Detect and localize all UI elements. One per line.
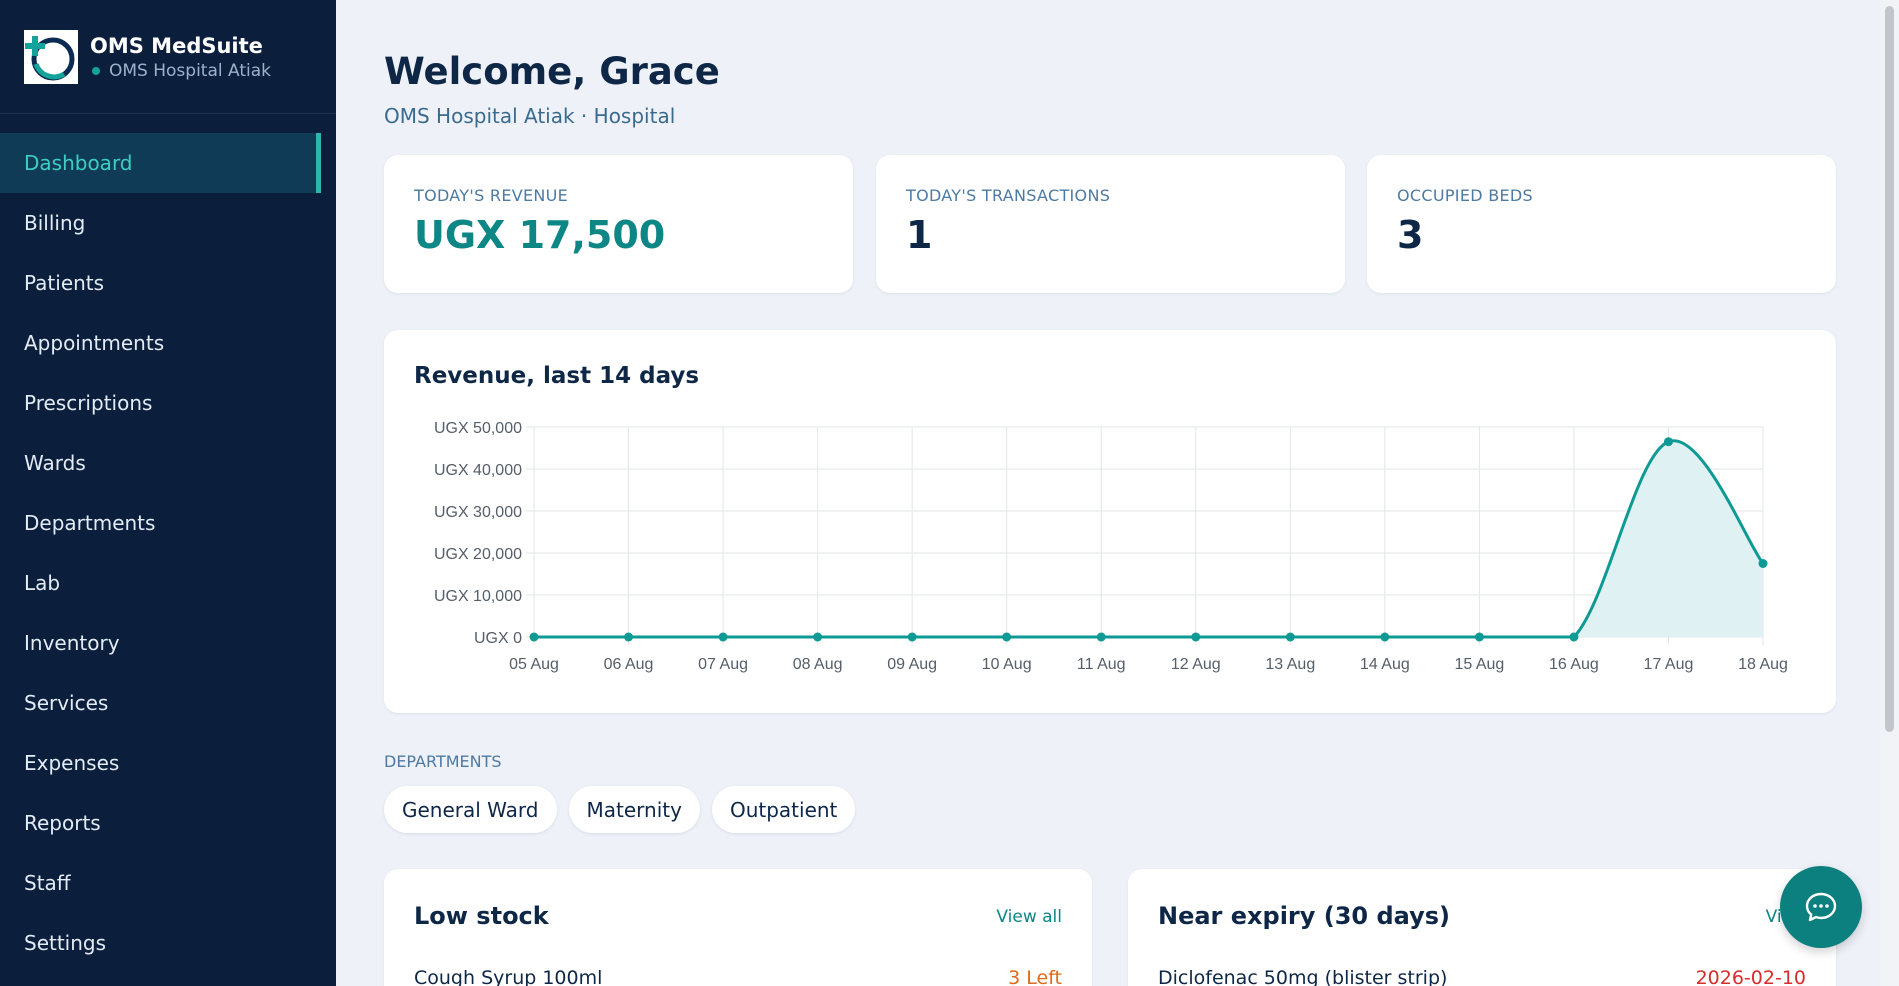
data-point[interactable] [907, 632, 917, 642]
sidebar-item-staff[interactable]: Staff [24, 871, 71, 895]
sidebar-item-prescriptions[interactable]: Prescriptions [24, 391, 153, 415]
chat-icon [1805, 892, 1837, 922]
logo-icon [24, 29, 78, 84]
x-tick-label: 12 Aug [1171, 656, 1221, 673]
revenue-chart: UGX 0 UGX 10,000 UGX 20,000 UGX 30,000 UGX 4… [434, 420, 1788, 673]
data-point[interactable] [529, 632, 539, 642]
list-item: Cough Syrup 100ml 3 Left [414, 967, 1062, 986]
stat-label: TODAY'S REVENUE [414, 186, 569, 205]
status-dot-icon [92, 66, 100, 75]
brand-name: OMS MedSuite [90, 33, 263, 58]
stat-card-transactions: TODAY'S TRANSACTIONS 1 [876, 155, 1345, 293]
near-expiry-panel: Near expiry (30 days) View Diclofenac 50… [1128, 869, 1836, 986]
x-tick-label: 10 Aug [982, 656, 1032, 673]
sidebar-item-appointments[interactable]: Appointments [24, 331, 165, 355]
x-tick-label: 09 Aug [887, 656, 937, 673]
sidebar: OMS MedSuite OMS Hospital Atiak Dashboar… [0, 0, 336, 986]
sidebar-item-reports[interactable]: Reports [24, 811, 101, 835]
chat-button[interactable] [1780, 866, 1862, 948]
low-stock-panel: Low stock View all Cough Syrup 100ml 3 L… [384, 869, 1092, 986]
sidebar-item-wards[interactable]: Wards [24, 451, 86, 475]
page-subtitle: OMS Hospital Atiak · Hospital [384, 104, 676, 128]
sidebar-item-patients[interactable]: Patients [24, 271, 105, 295]
x-tick-label: 07 Aug [698, 656, 748, 673]
y-tick-label: UGX 30,000 [434, 504, 522, 521]
data-point[interactable] [624, 632, 634, 642]
data-point[interactable] [813, 632, 823, 642]
sidebar-item-billing[interactable]: Billing [24, 211, 86, 235]
item-name: Diclofenac 50mg (blister strip) [1158, 967, 1448, 986]
sidebar-nav: Dashboard Billing Patients Appointments … [0, 133, 321, 973]
page-title: Welcome, Grace [384, 50, 720, 93]
sidebar-item-dashboard[interactable]: Dashboard [0, 133, 321, 193]
stat-label: OCCUPIED BEDS [1397, 186, 1533, 205]
stat-value: 1 [906, 213, 933, 257]
y-tick-label: UGX 10,000 [434, 588, 522, 605]
chart-title: Revenue, last 14 days [414, 363, 700, 389]
x-tick-label: 06 Aug [604, 656, 654, 673]
expiry-date: 2026-02-10 [1695, 967, 1806, 986]
y-tick-label: UGX 50,000 [434, 420, 522, 437]
item-name: Cough Syrup 100ml [414, 967, 603, 986]
sidebar-item-inventory[interactable]: Inventory [24, 631, 120, 655]
hospital-name: OMS Hospital Atiak [109, 60, 271, 81]
y-tick-label: UGX 20,000 [434, 546, 522, 563]
sidebar-item-expenses[interactable]: Expenses [24, 751, 120, 775]
y-tick-label: UGX 40,000 [434, 462, 522, 479]
stat-label: TODAY'S TRANSACTIONS [906, 186, 1111, 205]
y-tick-label: UGX 0 [474, 630, 522, 647]
x-tick-label: 14 Aug [1360, 656, 1410, 673]
data-point[interactable] [718, 632, 728, 642]
x-tick-label: 17 Aug [1644, 656, 1694, 673]
stat-value: 3 [1397, 213, 1424, 257]
data-point[interactable] [1191, 632, 1201, 642]
chip-outpatient[interactable]: Outpatient [711, 786, 856, 833]
stock-level: 3 Left [1008, 967, 1062, 986]
page-scrollbar[interactable] [1880, 0, 1899, 986]
data-point[interactable] [1285, 632, 1295, 642]
low-stock-view-all-link[interactable]: View all [996, 907, 1062, 927]
sidebar-item-services[interactable]: Services [24, 691, 109, 715]
data-point[interactable] [1002, 632, 1012, 642]
x-tick-label: 18 Aug [1738, 656, 1788, 673]
data-point[interactable] [1096, 632, 1106, 642]
sidebar-item-settings[interactable]: Settings [24, 931, 107, 955]
data-point[interactable] [1663, 437, 1673, 447]
department-chips: General Ward Maternity Outpatient [384, 786, 856, 833]
low-stock-title: Low stock [414, 902, 549, 930]
x-tick-label: 16 Aug [1549, 656, 1599, 673]
near-expiry-title: Near expiry (30 days) [1158, 902, 1451, 930]
data-point[interactable] [1380, 632, 1390, 642]
scrollbar-thumb[interactable] [1885, 6, 1894, 732]
data-point[interactable] [1474, 632, 1484, 642]
sidebar-item-departments[interactable]: Departments [24, 511, 156, 535]
series-line [533, 439, 1765, 639]
x-tick-label: 13 Aug [1265, 656, 1315, 673]
stat-value: UGX 17,500 [414, 213, 666, 257]
revenue-chart-card: Revenue, last 14 days UGX 0 UGX 10,000 UGX… [384, 330, 1836, 713]
stat-card-revenue: TODAY'S REVENUE UGX 17,500 [384, 155, 853, 293]
stat-card-occupied-beds: OCCUPIED BEDS 3 [1367, 155, 1836, 293]
x-tick-label: 05 Aug [509, 656, 559, 673]
chip-maternity[interactable]: Maternity [568, 786, 700, 833]
data-point[interactable] [1569, 632, 1579, 642]
x-tick-label: 15 Aug [1454, 656, 1504, 673]
x-tick-label: 08 Aug [793, 656, 843, 673]
chip-general-ward[interactable]: General Ward [384, 786, 557, 833]
sidebar-item-lab[interactable]: Lab [24, 571, 61, 595]
x-tick-label: 11 Aug [1077, 656, 1126, 673]
series-area [534, 440, 1763, 637]
departments-label: DEPARTMENTS [384, 752, 502, 771]
data-point[interactable] [1758, 559, 1768, 568]
brand: OMS MedSuite OMS Hospital Atiak [0, 0, 336, 114]
list-item: Diclofenac 50mg (blister strip) 2026-02-… [1158, 967, 1806, 986]
